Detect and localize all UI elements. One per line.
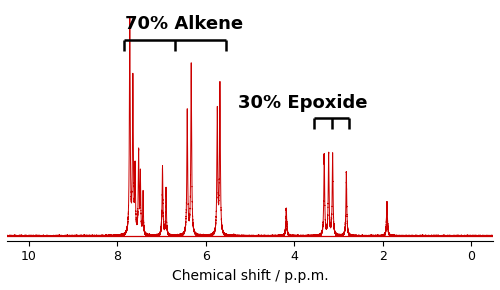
Text: 30% Epoxide: 30% Epoxide: [238, 94, 368, 112]
X-axis label: Chemical shift / p.p.m.: Chemical shift / p.p.m.: [172, 269, 328, 283]
Text: 70% Alkene: 70% Alkene: [124, 15, 243, 33]
